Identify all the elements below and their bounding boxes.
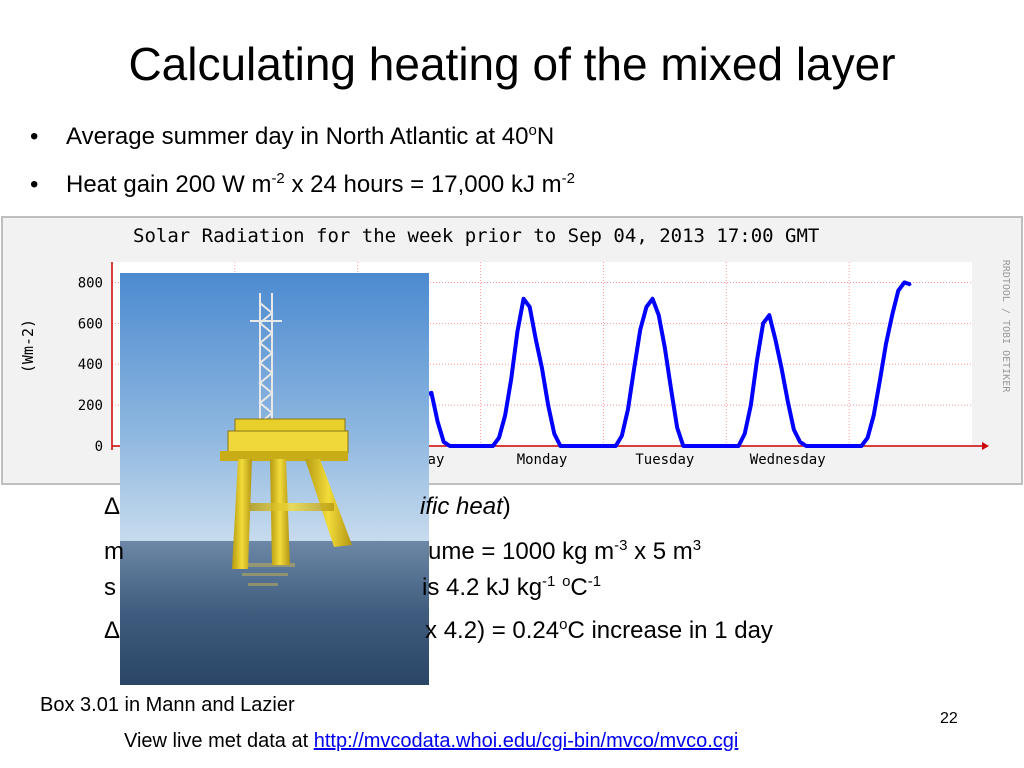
water-reflection (235, 563, 295, 586)
chart-title: Solar Radiation for the week prior to Se… (133, 225, 819, 247)
chart-y-label: (Wm-2) (19, 319, 37, 373)
data-point (743, 432, 746, 435)
data-point (522, 297, 525, 300)
data-point (866, 436, 869, 439)
data-point (860, 445, 863, 447)
met-data-link[interactable]: http://mvcodata.whoi.edu/cgi-bin/mvco/mv… (313, 730, 739, 752)
data-point (553, 432, 556, 435)
bullet-heat-gain: • Heat gain 200 W m-2 x 24 hours = 17,000… (30, 170, 575, 200)
lattice-mast (250, 293, 282, 428)
data-point (663, 346, 666, 349)
data-point (430, 391, 433, 394)
data-point (780, 367, 783, 370)
data-point (633, 367, 636, 370)
data-point (541, 367, 543, 370)
calc-line-specific-heat: s is 4.2 kJ kg-1 oC-1 (104, 573, 602, 601)
y-tick-label: 800 (78, 275, 103, 291)
data-point (498, 436, 500, 439)
data-point (657, 314, 660, 317)
y-tick-label: 600 (78, 316, 103, 332)
data-point (762, 322, 765, 325)
y-tick-label: 200 (78, 398, 103, 414)
slide-title: Calculating heating of the mixed layer (128, 38, 896, 90)
data-point (774, 338, 777, 341)
data-point (504, 414, 507, 417)
data-point (768, 314, 771, 317)
offshore-tower-photo (120, 273, 429, 685)
data-point (885, 342, 887, 345)
tower-platform (220, 418, 349, 461)
chart-side-label: RRDTOOL / TOBI OETIKER (1000, 260, 1011, 393)
bullet-marker: • (30, 171, 39, 198)
bullet-text: Heat gain 200 W m-2 x 24 hours = 17,000 … (66, 170, 575, 198)
footer-prefix: View live met data at (124, 730, 314, 752)
tower-legs (232, 459, 352, 569)
y-tick-label: 0 (95, 439, 103, 455)
photo-caption: Box 3.01 in Mann and Lazier (40, 694, 295, 716)
data-point (436, 420, 439, 423)
data-point (878, 379, 881, 382)
data-point (510, 377, 513, 380)
data-point (639, 328, 642, 331)
data-point (620, 434, 623, 437)
x-axis-arrow (982, 442, 989, 450)
data-point (534, 338, 537, 341)
calc-line-mass: m ume = 1000 kg m-3 x 5 m3 (104, 537, 702, 565)
data-point (614, 445, 617, 447)
bullet-text: Average summer day in North Atlantic at … (66, 122, 555, 150)
data-point (909, 283, 912, 286)
footer-text: View live met data at http://mvcodata.wh… (124, 729, 738, 753)
data-point (737, 445, 740, 447)
data-point (786, 400, 789, 403)
x-tick-label: Tuesday (635, 452, 694, 468)
bullet-marker: • (30, 123, 39, 150)
data-point (756, 359, 758, 362)
data-point (903, 281, 906, 284)
data-point (448, 445, 451, 447)
page-number: 22 (940, 710, 958, 727)
y-tick-label: 400 (78, 357, 103, 373)
data-point (897, 289, 900, 292)
data-point (682, 445, 685, 447)
data-point (799, 440, 801, 443)
x-tick-label: Wednesday (750, 452, 826, 468)
data-point (442, 440, 445, 443)
bullet-summer-day: • Average summer day in North Atlantic at… (30, 122, 554, 152)
data-point (805, 445, 808, 447)
data-point (528, 305, 531, 308)
data-point (547, 404, 550, 407)
data-point (516, 330, 519, 333)
x-tick-label: Monday (517, 452, 568, 468)
data-point (749, 404, 752, 407)
data-point (676, 426, 679, 429)
data-point (792, 428, 795, 431)
data-point (891, 314, 894, 317)
data-point (627, 408, 629, 411)
data-point (559, 445, 562, 447)
data-point (872, 414, 875, 417)
data-point (651, 297, 654, 300)
data-point (491, 445, 494, 447)
data-point (645, 305, 648, 308)
data-point (670, 387, 672, 390)
